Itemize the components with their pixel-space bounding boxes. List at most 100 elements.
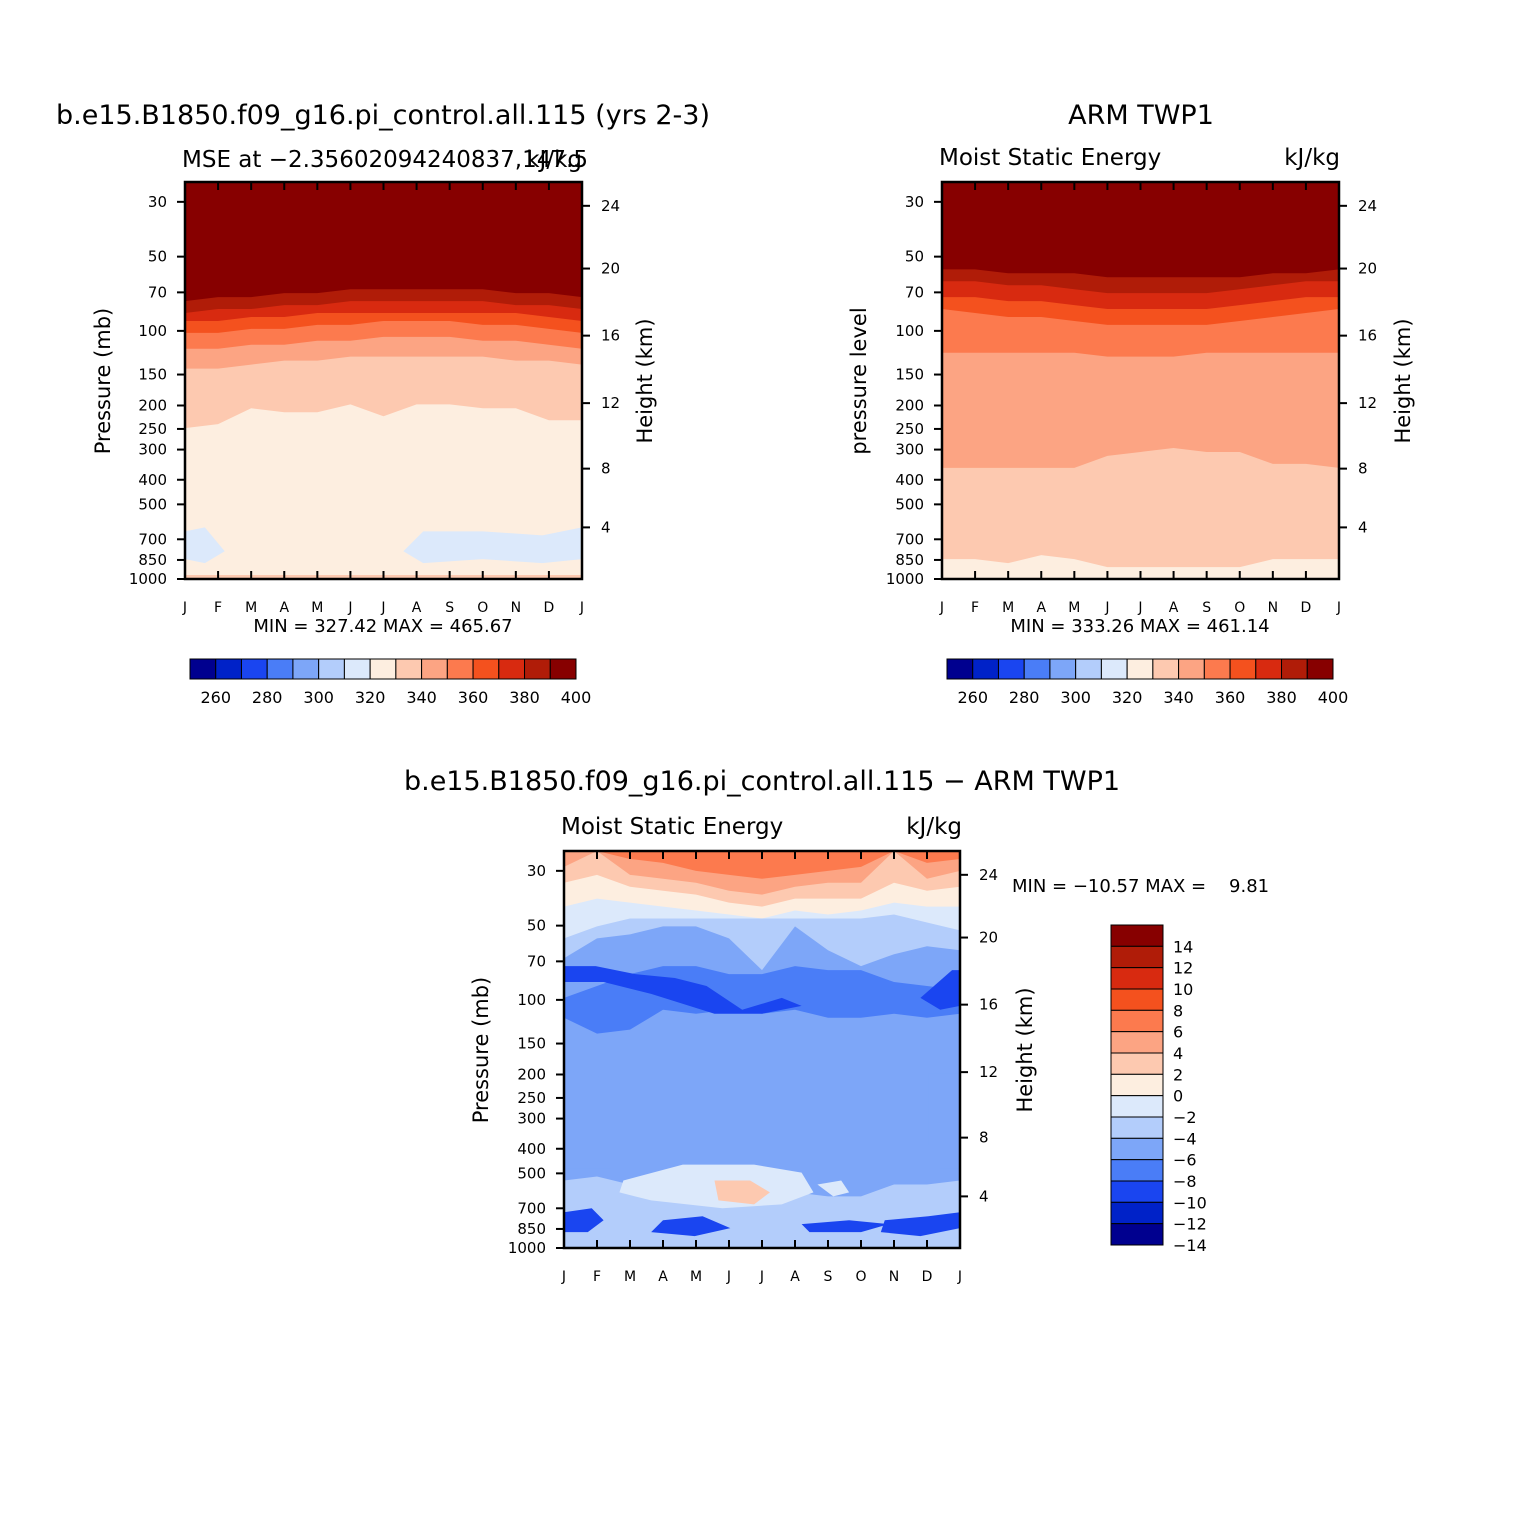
colorbar-label: 360	[1215, 688, 1246, 707]
colorbar-label: 340	[406, 688, 437, 707]
y-tick-label: 200	[138, 397, 167, 415]
colorbar-label: 400	[561, 688, 592, 707]
colorbar: 260 280 300 320 340 360 380 400	[189, 658, 592, 707]
y-tick-label: 850	[517, 1220, 546, 1238]
colorbar: 260 280 300 320 340 360 380 400	[946, 658, 1348, 707]
y-tick-label: 200	[517, 1066, 546, 1084]
colorbar-swatch	[1075, 658, 1102, 680]
x-tick-label: M	[624, 1269, 636, 1285]
x-tick-label: A	[412, 600, 422, 616]
x-tick-label: J	[347, 600, 352, 616]
x-tick-label: J	[1137, 600, 1142, 616]
contour-region	[928, 1073, 960, 1169]
colorbar-label: 0	[1173, 1087, 1183, 1106]
y-tick-label: 50	[148, 248, 167, 266]
colorbar-swatch	[1306, 658, 1334, 680]
colorbar-swatch	[215, 658, 242, 680]
y-tick-label: 150	[517, 1035, 546, 1053]
panel-units-label: kJ/kg	[906, 814, 962, 840]
panel-left-label: Moist Static Energy	[561, 814, 783, 840]
colorbar-swatch	[1110, 1009, 1164, 1033]
contour-region	[801, 1220, 889, 1233]
contour-region	[564, 1208, 604, 1233]
contour-region	[817, 1180, 850, 1197]
colorbar-label: 6	[1173, 1023, 1183, 1042]
colorbar-label: 260	[957, 688, 988, 707]
colorbar-swatch	[369, 658, 397, 680]
colorbar-swatch	[1178, 658, 1205, 680]
x-tick-label: F	[214, 600, 222, 616]
x-tick-label: M	[245, 600, 257, 616]
x-tick-label: O	[477, 600, 488, 616]
x-tick-label: A	[1036, 600, 1046, 616]
colorbar-label: −12	[1173, 1215, 1207, 1234]
y-tick-label: 1000	[508, 1239, 546, 1257]
x-tick-label: J	[1336, 600, 1341, 616]
colorbar-swatch	[446, 658, 474, 680]
colorbar-label: −14	[1173, 1236, 1207, 1255]
x-tick-label: N	[1268, 600, 1278, 616]
colorbar-swatch	[1110, 1201, 1164, 1225]
x-tick-label: O	[1234, 600, 1245, 616]
panel-title: b.e15.B1850.f09_g16.pi_control.all.115 −…	[404, 766, 1120, 797]
contour-region	[403, 527, 582, 564]
panel-model: b.e15.B1850.f09_g16.pi_control.all.115 (…	[56, 100, 710, 707]
y-tick-label: 70	[148, 283, 167, 301]
colorbar-swatch	[266, 658, 294, 680]
colorbar-label: 14	[1173, 937, 1193, 956]
x-tick-label: D	[922, 1269, 933, 1285]
x-tick-label: M	[311, 600, 323, 616]
y-tick-label: 250	[895, 420, 924, 438]
colorbar-label: 300	[303, 688, 334, 707]
colorbar-swatch	[421, 658, 448, 680]
y-tick-label: 850	[895, 551, 924, 569]
colorbar-swatch	[1100, 658, 1128, 680]
y2-tick-label: 24	[601, 197, 620, 215]
colorbar-swatch	[292, 658, 320, 680]
colorbar-swatch	[1110, 1073, 1164, 1097]
y2-tick-label: 16	[1358, 327, 1377, 345]
colorbar-swatch	[1110, 924, 1164, 947]
y-axis-label: Pressure (mb)	[469, 977, 493, 1124]
colorbar-swatch	[1281, 658, 1308, 680]
y-axis-label: pressure level	[847, 307, 871, 454]
contour-region	[564, 966, 802, 1014]
x-tick-label: J	[579, 600, 584, 616]
y-tick-label: 400	[517, 1140, 546, 1158]
colorbar-label: −2	[1173, 1108, 1197, 1127]
y2-tick-label: 8	[601, 460, 611, 478]
y2-tick-label: 8	[1358, 460, 1368, 478]
colorbar-swatch	[549, 658, 577, 680]
colorbar-swatch	[1110, 1095, 1164, 1118]
colorbar-label: 380	[1266, 688, 1297, 707]
y2-tick-label: 24	[979, 866, 998, 884]
x-tick-label: O	[855, 1269, 866, 1285]
colorbar-swatch	[1229, 658, 1257, 680]
y-tick-label: 100	[138, 322, 167, 340]
colorbar-label: 260	[200, 688, 231, 707]
x-tick-label: J	[380, 600, 385, 616]
y2-tick-label: 20	[979, 929, 998, 947]
colorbar-swatch	[1110, 1116, 1164, 1139]
contour-region	[185, 527, 225, 564]
y-tick-label: 1000	[886, 570, 924, 588]
panel-left-label: Moist Static Energy	[939, 145, 1161, 171]
y-tick-label: 250	[517, 1089, 546, 1107]
panel-title: b.e15.B1850.f09_g16.pi_control.all.115 (…	[56, 100, 710, 131]
y-tick-label: 300	[138, 441, 167, 459]
colorbar-label: 320	[355, 688, 386, 707]
colorbar-swatch	[1110, 1223, 1164, 1246]
colorbar-swatch	[1110, 1031, 1164, 1054]
colorbar-swatch	[1110, 967, 1164, 990]
panel-units-label: kJ/kg	[526, 147, 582, 173]
y2-axis-label: Height (km)	[1013, 987, 1037, 1112]
min-max-stats: MIN = 333.26 MAX = 461.14	[1010, 616, 1269, 637]
x-tick-label: M	[690, 1269, 702, 1285]
y-tick-label: 50	[905, 248, 924, 266]
x-tick-label: M	[1068, 600, 1080, 616]
x-tick-label: J	[1104, 600, 1109, 616]
colorbar-swatch	[1126, 658, 1154, 680]
y-tick-label: 100	[517, 991, 546, 1009]
x-tick-label: N	[889, 1269, 899, 1285]
